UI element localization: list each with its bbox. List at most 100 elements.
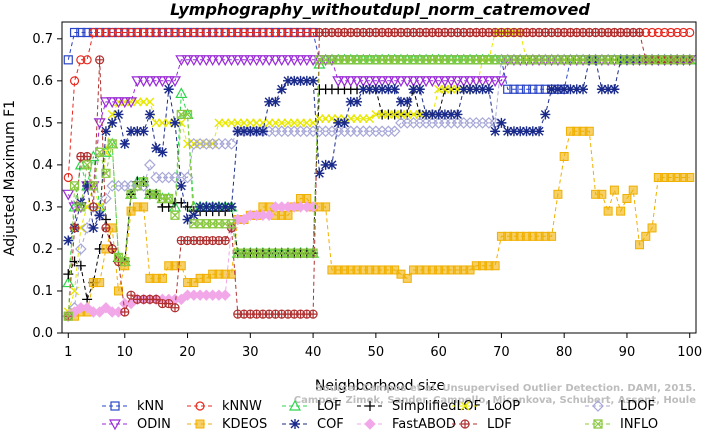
- data-point-ldof: [74, 243, 87, 255]
- legend-label: ODIN: [137, 417, 171, 432]
- data-point-ldof: [81, 222, 93, 234]
- data-point-cof: [113, 109, 124, 120]
- y-tick-label: 0.1: [32, 284, 53, 299]
- data-point-cof: [471, 84, 482, 95]
- data-point-cof: [433, 109, 444, 120]
- data-point-ldf: [95, 55, 105, 65]
- data-point-odin: [106, 97, 119, 109]
- data-point-ldf: [164, 298, 174, 309]
- legend-label: kNNW: [222, 399, 262, 414]
- data-point-simplifiedlof: [75, 260, 86, 271]
- data-point-cof: [358, 84, 369, 95]
- series-inflo: [63, 55, 695, 321]
- data-point-inflo: [226, 219, 237, 229]
- data-point-knnw: [660, 27, 670, 38]
- data-point-knn: [82, 27, 92, 38]
- data-point-odin: [482, 76, 495, 88]
- x-tick-label: 80: [556, 345, 573, 360]
- data-point-odin: [401, 76, 414, 88]
- legend-item-fastabod: FastABOD: [357, 417, 456, 432]
- data-point-cof: [232, 126, 243, 137]
- data-point-knnw: [245, 27, 255, 38]
- legend-marker-simplifiedlof: [365, 401, 375, 411]
- data-point-ldf: [101, 223, 111, 233]
- data-point-knn: [528, 84, 538, 94]
- legend-item-loop: LoOP: [452, 399, 520, 414]
- data-point-kdeos: [641, 231, 651, 241]
- data-point-fastabod: [81, 302, 93, 314]
- series-kdeos: [63, 126, 695, 321]
- data-point-cof: [333, 117, 344, 128]
- data-point-knnw: [120, 27, 130, 38]
- legend-item-ldf: LDF: [452, 417, 512, 432]
- data-point-cof: [395, 96, 406, 107]
- data-point-knnw: [283, 27, 293, 38]
- data-point-odin: [451, 76, 464, 88]
- data-point-odin: [187, 55, 200, 67]
- data-point-cof: [308, 75, 319, 86]
- data-point-cof: [195, 201, 206, 212]
- data-point-cof: [402, 96, 413, 107]
- data-point-odin: [470, 76, 483, 88]
- data-point-cof: [119, 138, 130, 149]
- data-point-odin: [263, 55, 276, 67]
- data-point-knnw: [208, 27, 218, 38]
- data-point-knnw: [201, 27, 211, 38]
- legend-label: COF: [317, 417, 344, 432]
- data-point-fastabod: [219, 289, 231, 301]
- data-point-inflo: [164, 193, 174, 204]
- x-tick-label: 90: [619, 345, 636, 360]
- data-point-ldof: [144, 159, 156, 171]
- data-point-cof: [534, 126, 545, 137]
- data-point-inflo: [308, 248, 318, 258]
- data-point-knn: [534, 84, 544, 94]
- data-point-cof: [370, 84, 381, 95]
- data-point-knn: [509, 84, 519, 94]
- data-point-inflo: [101, 168, 111, 178]
- series-line-kdeos: [68, 130, 690, 317]
- data-point-ldof: [388, 125, 401, 138]
- data-point-odin: [388, 76, 401, 88]
- data-point-knnw: [63, 172, 73, 183]
- data-point-cof: [239, 126, 250, 137]
- data-point-odin: [137, 76, 150, 88]
- data-point-knnw: [82, 55, 92, 65]
- data-point-ldof: [225, 138, 238, 150]
- data-point-cof: [552, 84, 563, 95]
- data-point-odin: [181, 55, 194, 67]
- data-point-kdeos: [157, 273, 167, 283]
- series-line-knnw: [67, 32, 690, 178]
- data-point-lof: [175, 87, 188, 99]
- x-tick-label: 100: [677, 345, 702, 360]
- x-axis-label: Neighborhood size: [315, 378, 445, 394]
- legend-label: LDF: [487, 417, 512, 432]
- x-tick-label: 30: [242, 345, 259, 360]
- legend-label: kNN: [137, 399, 164, 414]
- data-point-odin: [300, 55, 313, 67]
- data-point-odin: [143, 76, 156, 88]
- data-point-ldf: [126, 290, 136, 300]
- data-point-odin: [426, 76, 439, 88]
- data-point-odin: [413, 76, 426, 88]
- data-point-odin: [168, 76, 182, 88]
- legend-marker-kdeos: [195, 419, 205, 429]
- legend-marker-lof: [288, 399, 302, 411]
- data-point-loop: [70, 286, 80, 296]
- data-point-cof: [515, 126, 526, 137]
- data-point-knnw: [176, 27, 186, 38]
- data-point-kdeos: [402, 273, 412, 283]
- data-point-knnw: [678, 27, 689, 38]
- y-axis-label: Adjusted Maximum F1: [2, 100, 18, 256]
- x-tick-label: 60: [430, 345, 447, 360]
- data-point-kdeos: [547, 231, 557, 241]
- data-point-odin: [112, 97, 125, 109]
- legend: kNN kNNW LOF SimplifiedLOF LoOP LDOF ODIN KDEOS…: [102, 399, 658, 432]
- plot-area: [62, 27, 696, 323]
- data-point-cof: [578, 84, 589, 95]
- data-point-cof: [245, 126, 256, 137]
- data-point-fastabod: [263, 209, 275, 222]
- data-point-odin: [238, 55, 251, 67]
- data-point-knnw: [685, 27, 695, 38]
- data-point-odin: [420, 76, 433, 88]
- data-point-cof: [609, 84, 620, 95]
